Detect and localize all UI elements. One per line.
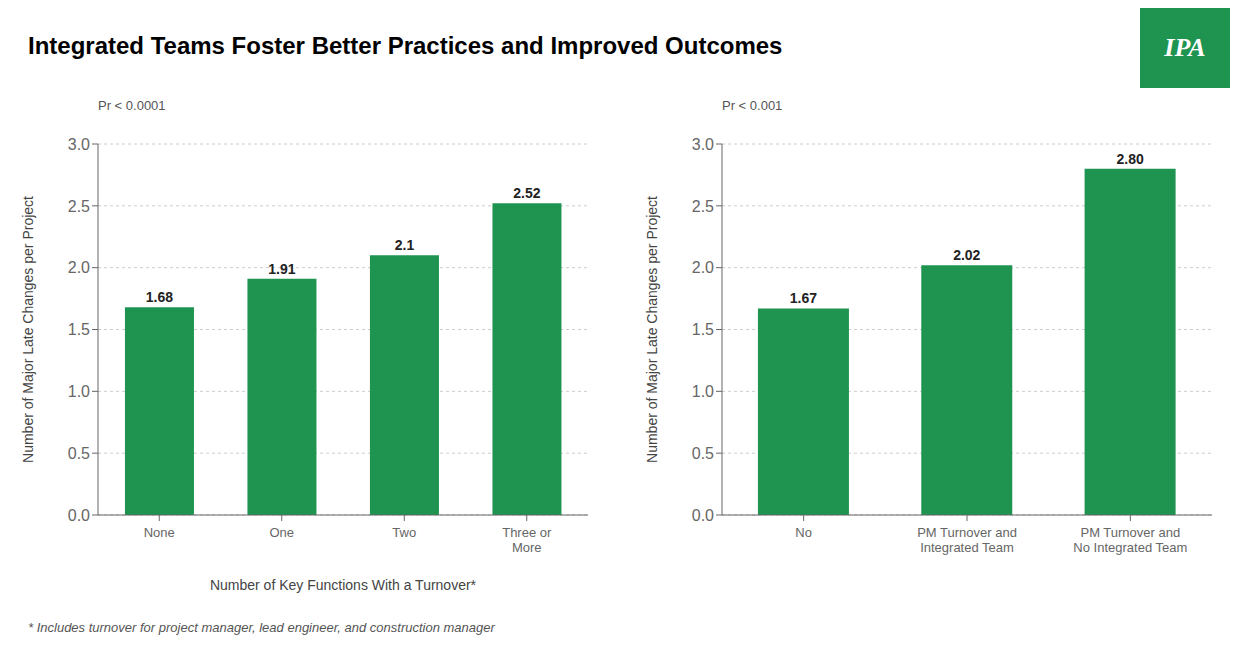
svg-text:0.0: 0.0 [68, 507, 90, 524]
html-text:Pr < 0.001: Pr < 0.001 [722, 98, 783, 113]
svg-text:2.02: 2.02 [953, 247, 980, 263]
svg-text:1.0: 1.0 [692, 383, 714, 400]
svg-text:PM Turnover andIntegrated Team: PM Turnover andIntegrated Team [917, 525, 1017, 555]
svg-text:1.68: 1.68 [146, 289, 173, 305]
svg-text:None: None [144, 525, 175, 540]
svg-text:2.80: 2.80 [1116, 151, 1143, 167]
svg-text:0.5: 0.5 [68, 445, 90, 462]
svg-text:2.1: 2.1 [395, 237, 415, 253]
svg-text:0.0: 0.0 [692, 507, 714, 524]
svg-text:1.91: 1.91 [268, 261, 295, 277]
svg-text:Three orMore: Three orMore [502, 525, 552, 555]
svg-text:PM Turnover andNo Integrated T: PM Turnover andNo Integrated Team [1073, 525, 1187, 555]
svg-text:Number of Key Functions With a: Number of Key Functions With a Turnover* [210, 577, 477, 593]
html-text:Integrated Teams Foster Better: Integrated Teams Foster Better Practices… [28, 32, 783, 59]
svg-text:2.5: 2.5 [68, 198, 90, 215]
svg-text:3.0: 3.0 [68, 136, 90, 153]
svg-text:2.0: 2.0 [692, 259, 714, 276]
svg-text:2.5: 2.5 [692, 198, 714, 215]
html-text:Pr < 0.0001: Pr < 0.0001 [98, 98, 166, 113]
svg-text:One: One [269, 525, 294, 540]
svg-text:2.52: 2.52 [513, 185, 540, 201]
svg-text:2.0: 2.0 [68, 259, 90, 276]
svg-text:Number of Major Late Changes p: Number of Major Late Changes per Project [20, 196, 36, 463]
svg-text:1.5: 1.5 [692, 321, 714, 338]
svg-text:1.67: 1.67 [790, 290, 817, 306]
html-text:IPA: IPA [1164, 33, 1206, 62]
svg-text:0.5: 0.5 [692, 445, 714, 462]
svg-text:No: No [795, 525, 812, 540]
svg-text:1.0: 1.0 [68, 383, 90, 400]
svg-text:1.5: 1.5 [68, 321, 90, 338]
svg-text:Two: Two [392, 525, 416, 540]
svg-text:3.0: 3.0 [692, 136, 714, 153]
html-text:* Includes turnover for projec: * Includes turnover for project manager,… [28, 620, 495, 635]
svg-text:Number of Major Late Changes p: Number of Major Late Changes per Project [644, 196, 660, 463]
